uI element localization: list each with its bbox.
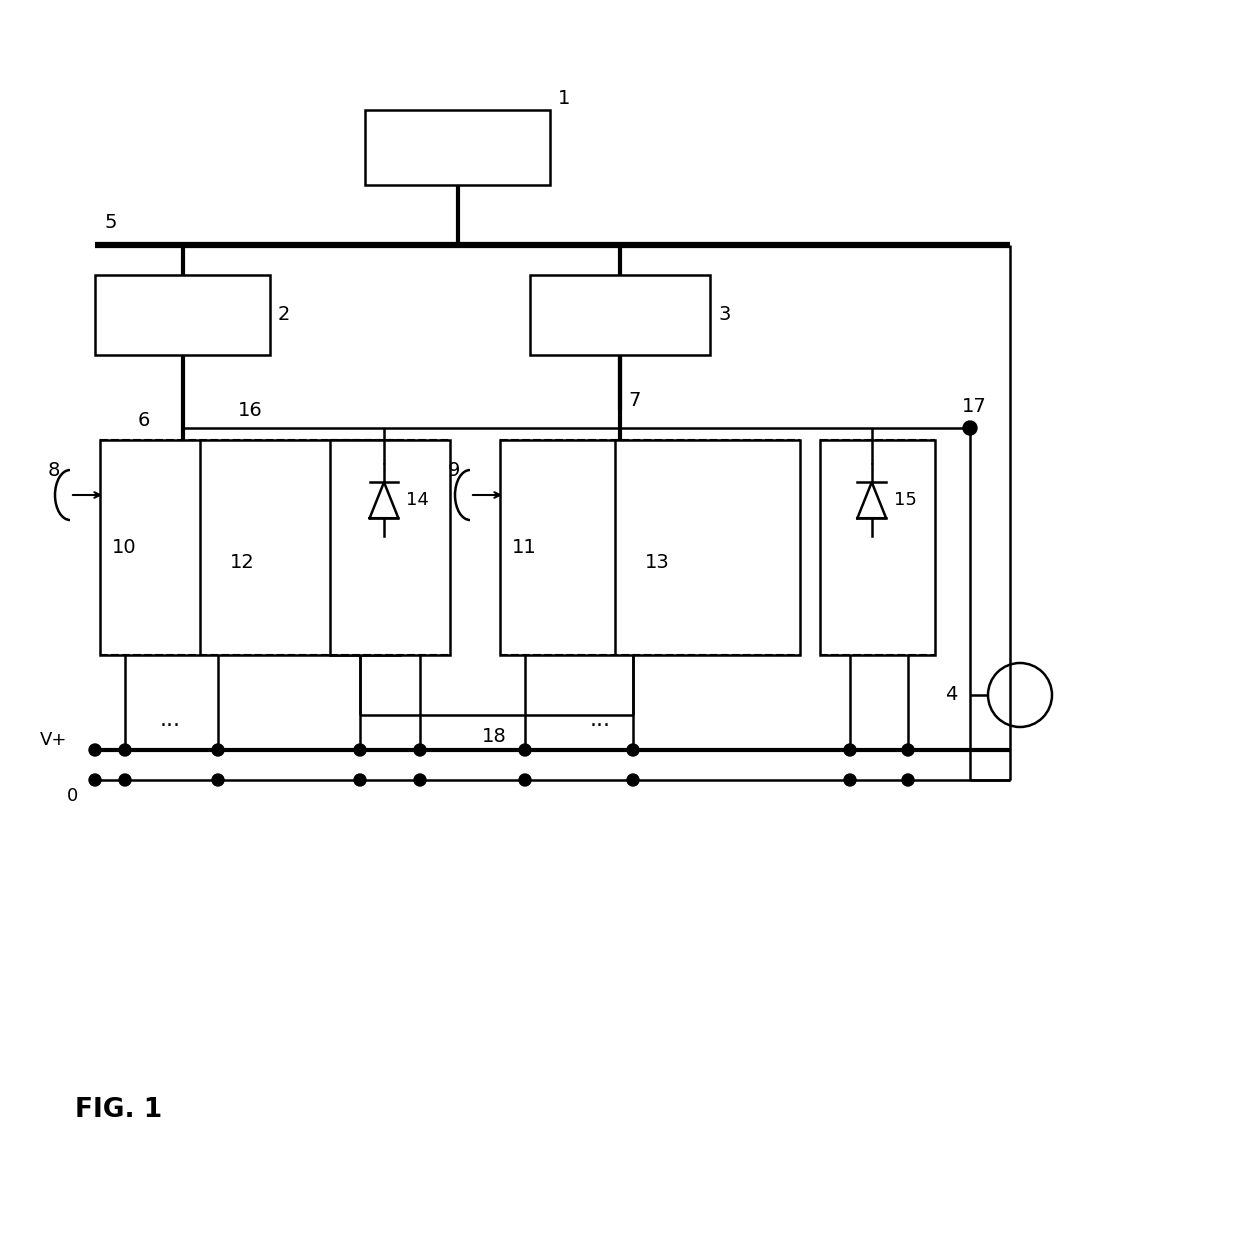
Circle shape — [520, 744, 531, 756]
Text: 13: 13 — [645, 553, 670, 572]
Text: 6: 6 — [138, 410, 150, 429]
Text: 12: 12 — [229, 553, 254, 572]
Text: 2: 2 — [278, 305, 290, 325]
Text: 15: 15 — [894, 491, 916, 510]
Text: 7: 7 — [627, 391, 640, 409]
Text: 8: 8 — [48, 460, 61, 480]
Text: V+: V+ — [40, 732, 67, 749]
Bar — [365, 110, 551, 185]
Text: 17: 17 — [962, 397, 987, 415]
Circle shape — [353, 744, 366, 756]
Circle shape — [414, 744, 427, 756]
Text: 16: 16 — [238, 401, 262, 419]
Text: 10: 10 — [112, 538, 136, 557]
Text: FIG. 1: FIG. 1 — [74, 1097, 162, 1123]
Bar — [529, 275, 711, 355]
Circle shape — [520, 774, 531, 786]
Circle shape — [963, 422, 977, 435]
Bar — [330, 440, 450, 655]
Text: 18: 18 — [481, 728, 506, 746]
Circle shape — [414, 774, 427, 786]
Text: ...: ... — [160, 711, 181, 730]
Bar — [100, 440, 401, 655]
Bar — [820, 440, 935, 655]
Circle shape — [119, 774, 131, 786]
Text: 3: 3 — [718, 305, 730, 325]
Text: 1: 1 — [558, 88, 570, 108]
Circle shape — [627, 744, 639, 756]
Circle shape — [212, 744, 224, 756]
Circle shape — [627, 774, 639, 786]
Circle shape — [212, 774, 224, 786]
Text: ...: ... — [590, 711, 611, 730]
Circle shape — [901, 774, 914, 786]
Bar — [95, 275, 270, 355]
Circle shape — [89, 774, 100, 786]
Text: 9: 9 — [448, 460, 460, 480]
Text: 5: 5 — [105, 213, 118, 233]
Text: 4: 4 — [945, 686, 957, 704]
Circle shape — [844, 744, 856, 756]
Circle shape — [844, 774, 856, 786]
Text: 14: 14 — [405, 491, 429, 510]
Circle shape — [89, 744, 100, 756]
Circle shape — [353, 774, 366, 786]
Text: 11: 11 — [512, 538, 537, 557]
Circle shape — [119, 744, 131, 756]
Circle shape — [901, 744, 914, 756]
Circle shape — [988, 663, 1052, 727]
Text: 0: 0 — [67, 787, 78, 805]
Bar — [500, 440, 800, 655]
